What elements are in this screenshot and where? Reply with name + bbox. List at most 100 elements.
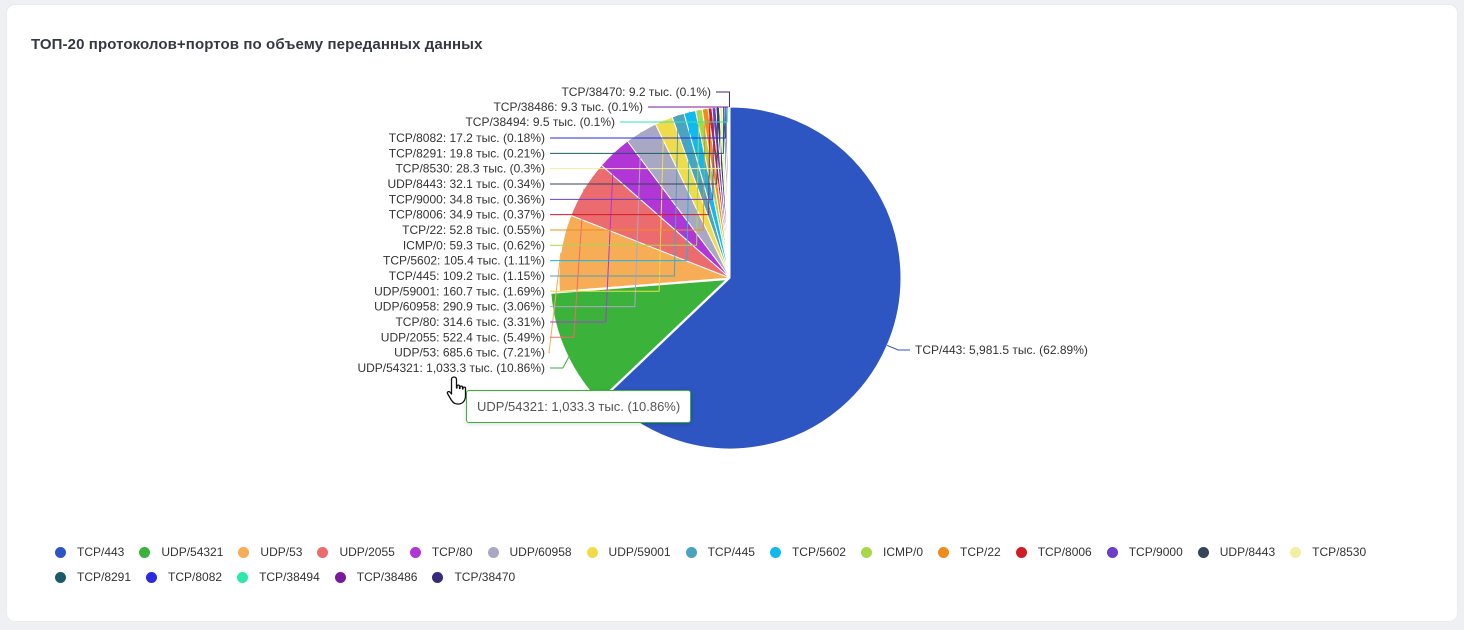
label-line [550,109,700,246]
legend-label: TCP/8082 [168,570,223,584]
legend-marker [1106,546,1118,558]
legend-marker [317,546,329,558]
legend-label: TCP/80 [431,545,473,559]
legend-item[interactable]: TCP/38470 [432,570,515,584]
legend-marker [146,571,158,583]
legend-marker [237,571,249,583]
legend-label: TCP/8291 [77,570,132,584]
label-line [550,188,585,338]
legend-label: UDP/53 [260,545,303,559]
legend-label: UDP/59001 [608,545,671,559]
legend-label: TCP/8006 [1037,545,1092,559]
legend-marker [938,546,949,558]
label-line [550,108,706,231]
pie-slice-tcp-443[interactable] [605,106,902,450]
slice-label: UDP/2055: 522.4 тыс. (5.49%) [381,330,545,344]
slice-label: ICMP/0: 59.3 тыс. (0.62%) [403,238,545,252]
slice-label: TCP/38494: 9.5 тыс. (0.1%) [465,115,615,129]
legend-marker [55,546,66,558]
legend-label: TCP/443 [77,545,125,559]
legend-marker [1197,546,1209,558]
label-line [550,107,722,170]
legend-label: TCP/8530 [1312,545,1367,559]
legend-marker [139,546,151,558]
chart-tooltip: UDP/54321: 1,033.3 тыс. (10.86%) [466,390,692,423]
hand-pointer-icon [446,376,467,405]
legend-item[interactable]: TCP/8006 [1015,545,1092,559]
slice-label: UDP/60958: 290.9 тыс. (3.06%) [374,300,545,314]
label-line [550,131,642,308]
slice-label: TCP/445: 109.2 тыс. (1.15%) [389,269,545,283]
slice-label: TCP/38470: 9.2 тыс. (0.1%) [561,85,711,99]
slice-label: UDP/54321: 1,033.3 тыс. (10.86%) [357,361,545,375]
legend-item[interactable]: UDP/8443 [1197,545,1276,559]
legend-item[interactable]: UDP/53 [238,545,302,559]
legend-item[interactable]: TCP/5602 [769,545,846,559]
legend-marker [409,546,421,558]
label-line [620,107,728,123]
legend-item[interactable]: UDP/2055 [317,545,395,559]
legend-label: TCP/38470 [454,570,516,584]
legend-marker [238,546,250,558]
legend-label: UDP/54321 [161,545,224,559]
legend-item[interactable]: TCP/38486 [334,570,418,584]
label-line [550,107,719,185]
slice-label: TCP/22: 52.8 тыс. (0.55%) [402,223,545,237]
legend-marker [1290,546,1302,558]
legend-label: TCP/38494 [259,570,320,584]
legend-marker [860,546,872,558]
label-line [550,152,615,323]
legend-item[interactable]: TCP/8082 [146,570,222,584]
slice-label: UDP/53: 685.6 тыс. (7.21%) [394,346,545,360]
legend-marker [1015,546,1027,558]
chart-title: ТОП-20 протоколов+портов по объему перед… [31,36,483,53]
legend-item[interactable]: TCP/443 [55,545,124,559]
legend-marker [487,546,499,558]
legend-label: TCP/22 [960,545,1001,559]
legend-marker [55,571,66,583]
label-line [550,347,575,369]
legend-item[interactable]: TCP/8291 [55,570,131,584]
legend-marker [685,546,697,558]
legend-marker [432,571,444,583]
slice-label: TCP/38486: 9.3 тыс. (0.1%) [493,100,643,114]
label-line [886,344,910,351]
slice-label: UDP/8443: 32.1 тыс. (0.34%) [387,177,545,191]
legend-label: ICMP/0 [882,545,923,559]
legend-label: TCP/38486 [356,570,418,584]
slice-label: TCP/5602: 105.4 тыс. (1.11%) [383,254,545,268]
legend-label: UDP/2055 [339,545,395,559]
legend-marker [334,571,346,583]
legend-label: UDP/60958 [509,545,572,559]
label-line [550,111,691,262]
legend-item[interactable]: TCP/80 [409,545,473,559]
slice-label: TCP/8082: 17.2 тыс. (0.18%) [389,131,545,145]
slice-label: TCP/8530: 28.3 тыс. (0.3%) [395,162,545,176]
legend-label: TCP/445 [707,545,755,559]
label-line [550,107,725,154]
legend-item[interactable]: UDP/54321 [139,545,223,559]
legend-marker [586,546,598,558]
legend-item[interactable]: ICMP/0 [860,545,923,559]
slice-label: TCP/8006: 34.9 тыс. (0.37%) [389,208,545,222]
legend-marker [769,546,781,558]
label-line [550,108,711,216]
legend-item[interactable]: TCP/445 [685,545,755,559]
legend-label: TCP/5602 [791,545,846,559]
legend-item[interactable]: TCP/38494 [237,570,320,584]
legend-item[interactable]: TCP/22 [938,545,1001,559]
label-line [716,91,730,108]
legend-label: UDP/8443 [1219,545,1276,559]
slice-label: TCP/9000: 34.8 тыс. (0.36%) [389,192,545,206]
legend-item[interactable]: UDP/60958 [487,545,572,559]
label-line [550,120,665,292]
label-line [550,107,727,139]
legend-item[interactable]: UDP/59001 [586,545,671,559]
slice-label: TCP/8291: 19.8 тыс. (0.21%) [389,146,545,160]
slice-label: UDP/59001: 160.7 тыс. (1.69%) [374,284,545,298]
legend-item[interactable]: TCP/8530 [1290,545,1366,559]
legend-item[interactable]: TCP/9000 [1106,545,1183,559]
chart-legend: TCP/443 UDP/54321 UDP/53 UDP/2055 TCP/80 UDP/… [55,545,1425,584]
legend-label: TCP/9000 [1128,545,1183,559]
